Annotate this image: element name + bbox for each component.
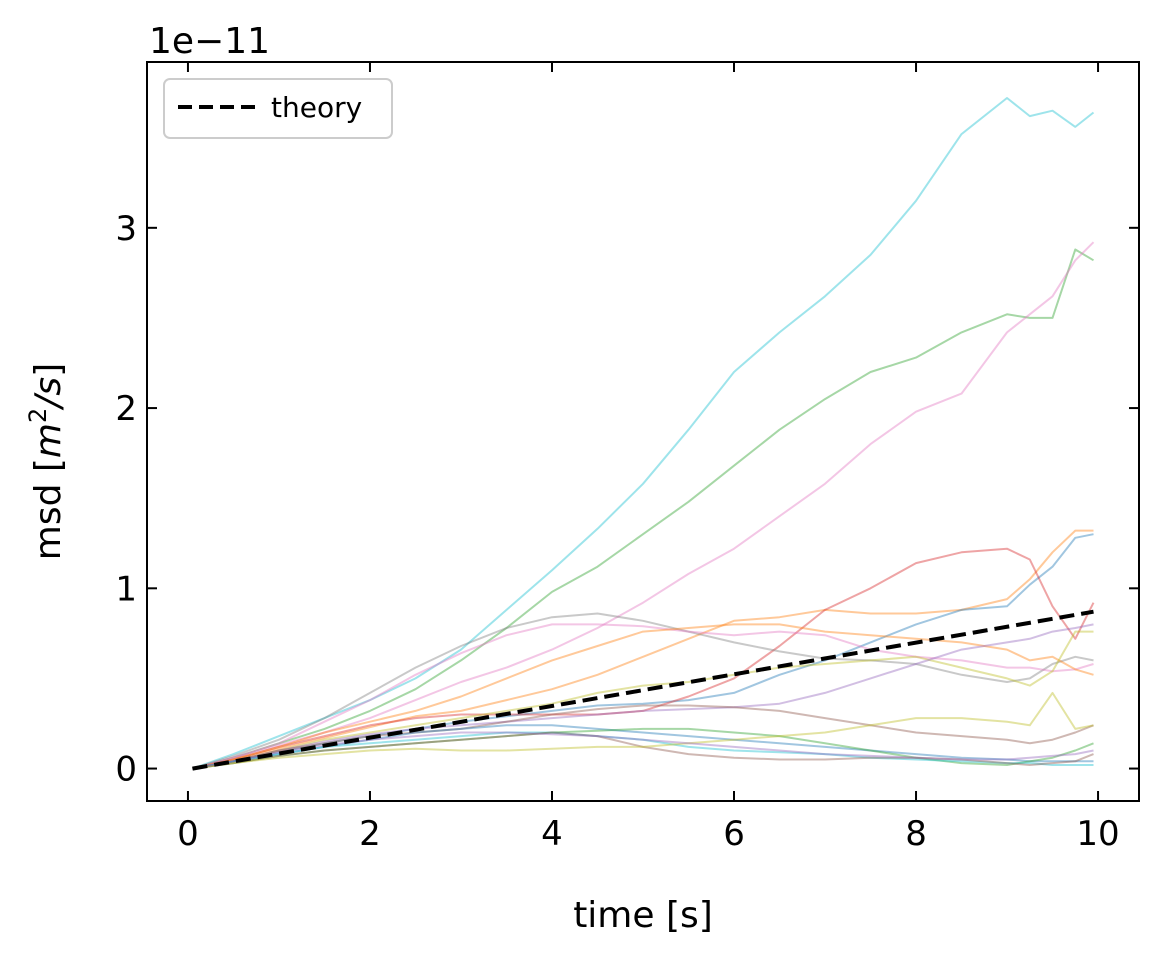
ticks-layer: 0 2 4 6 8 10 0 1 2 3: [115, 62, 1139, 854]
msd-series-line-7: [192, 612, 1094, 770]
x-tick-label: 2: [359, 814, 381, 854]
msd-series-line-16: [192, 731, 1094, 770]
msd-series-line-1: [192, 97, 1095, 770]
y-axis-label: msd [m2/s]: [24, 363, 69, 560]
x-axis-label: time [s]: [573, 895, 713, 936]
x-tick-label: 10: [1076, 814, 1119, 854]
plot-frame: [146, 61, 1140, 802]
legend-theory-label: theory: [271, 91, 362, 124]
series-layer: [192, 97, 1095, 770]
y-label-superscript: 2: [24, 408, 52, 423]
y-label-unit: /s: [28, 377, 69, 411]
y-tick-label: 2: [115, 389, 137, 429]
y-label-suffix: ]: [28, 363, 69, 377]
msd-series-line-15: [192, 731, 1094, 770]
msd-series-line-4: [192, 529, 1094, 770]
msd-series-line-3: [192, 241, 1095, 770]
y-tick-label: 0: [115, 750, 137, 790]
y-tick-label: 1: [115, 569, 137, 609]
msd-series-line-9: [192, 623, 1094, 770]
msd-series-line-2: [192, 248, 1095, 770]
theory-line: [192, 609, 1094, 771]
msd-series-line-8: [192, 623, 1094, 770]
x-tick-label: 6: [723, 814, 745, 854]
y-label-m: m: [28, 423, 69, 458]
msd-series-line-10: [192, 630, 1094, 770]
msd-series-line-14: [192, 727, 1094, 770]
msd-series-line-11: [192, 623, 1094, 770]
msd-series-line-17: [192, 691, 1094, 770]
y-offset-label: 1e−11: [149, 21, 270, 62]
x-tick-label: 8: [905, 814, 927, 854]
msd-series-line-6: [192, 547, 1095, 770]
legend: theory: [163, 78, 393, 139]
x-tick-label: 0: [177, 814, 199, 854]
x-tick-label: 4: [541, 814, 563, 854]
legend-box: [163, 78, 393, 139]
y-tick-label: 3: [115, 209, 137, 249]
theory-layer: [192, 609, 1094, 771]
y-label-prefix: msd [: [28, 458, 69, 560]
